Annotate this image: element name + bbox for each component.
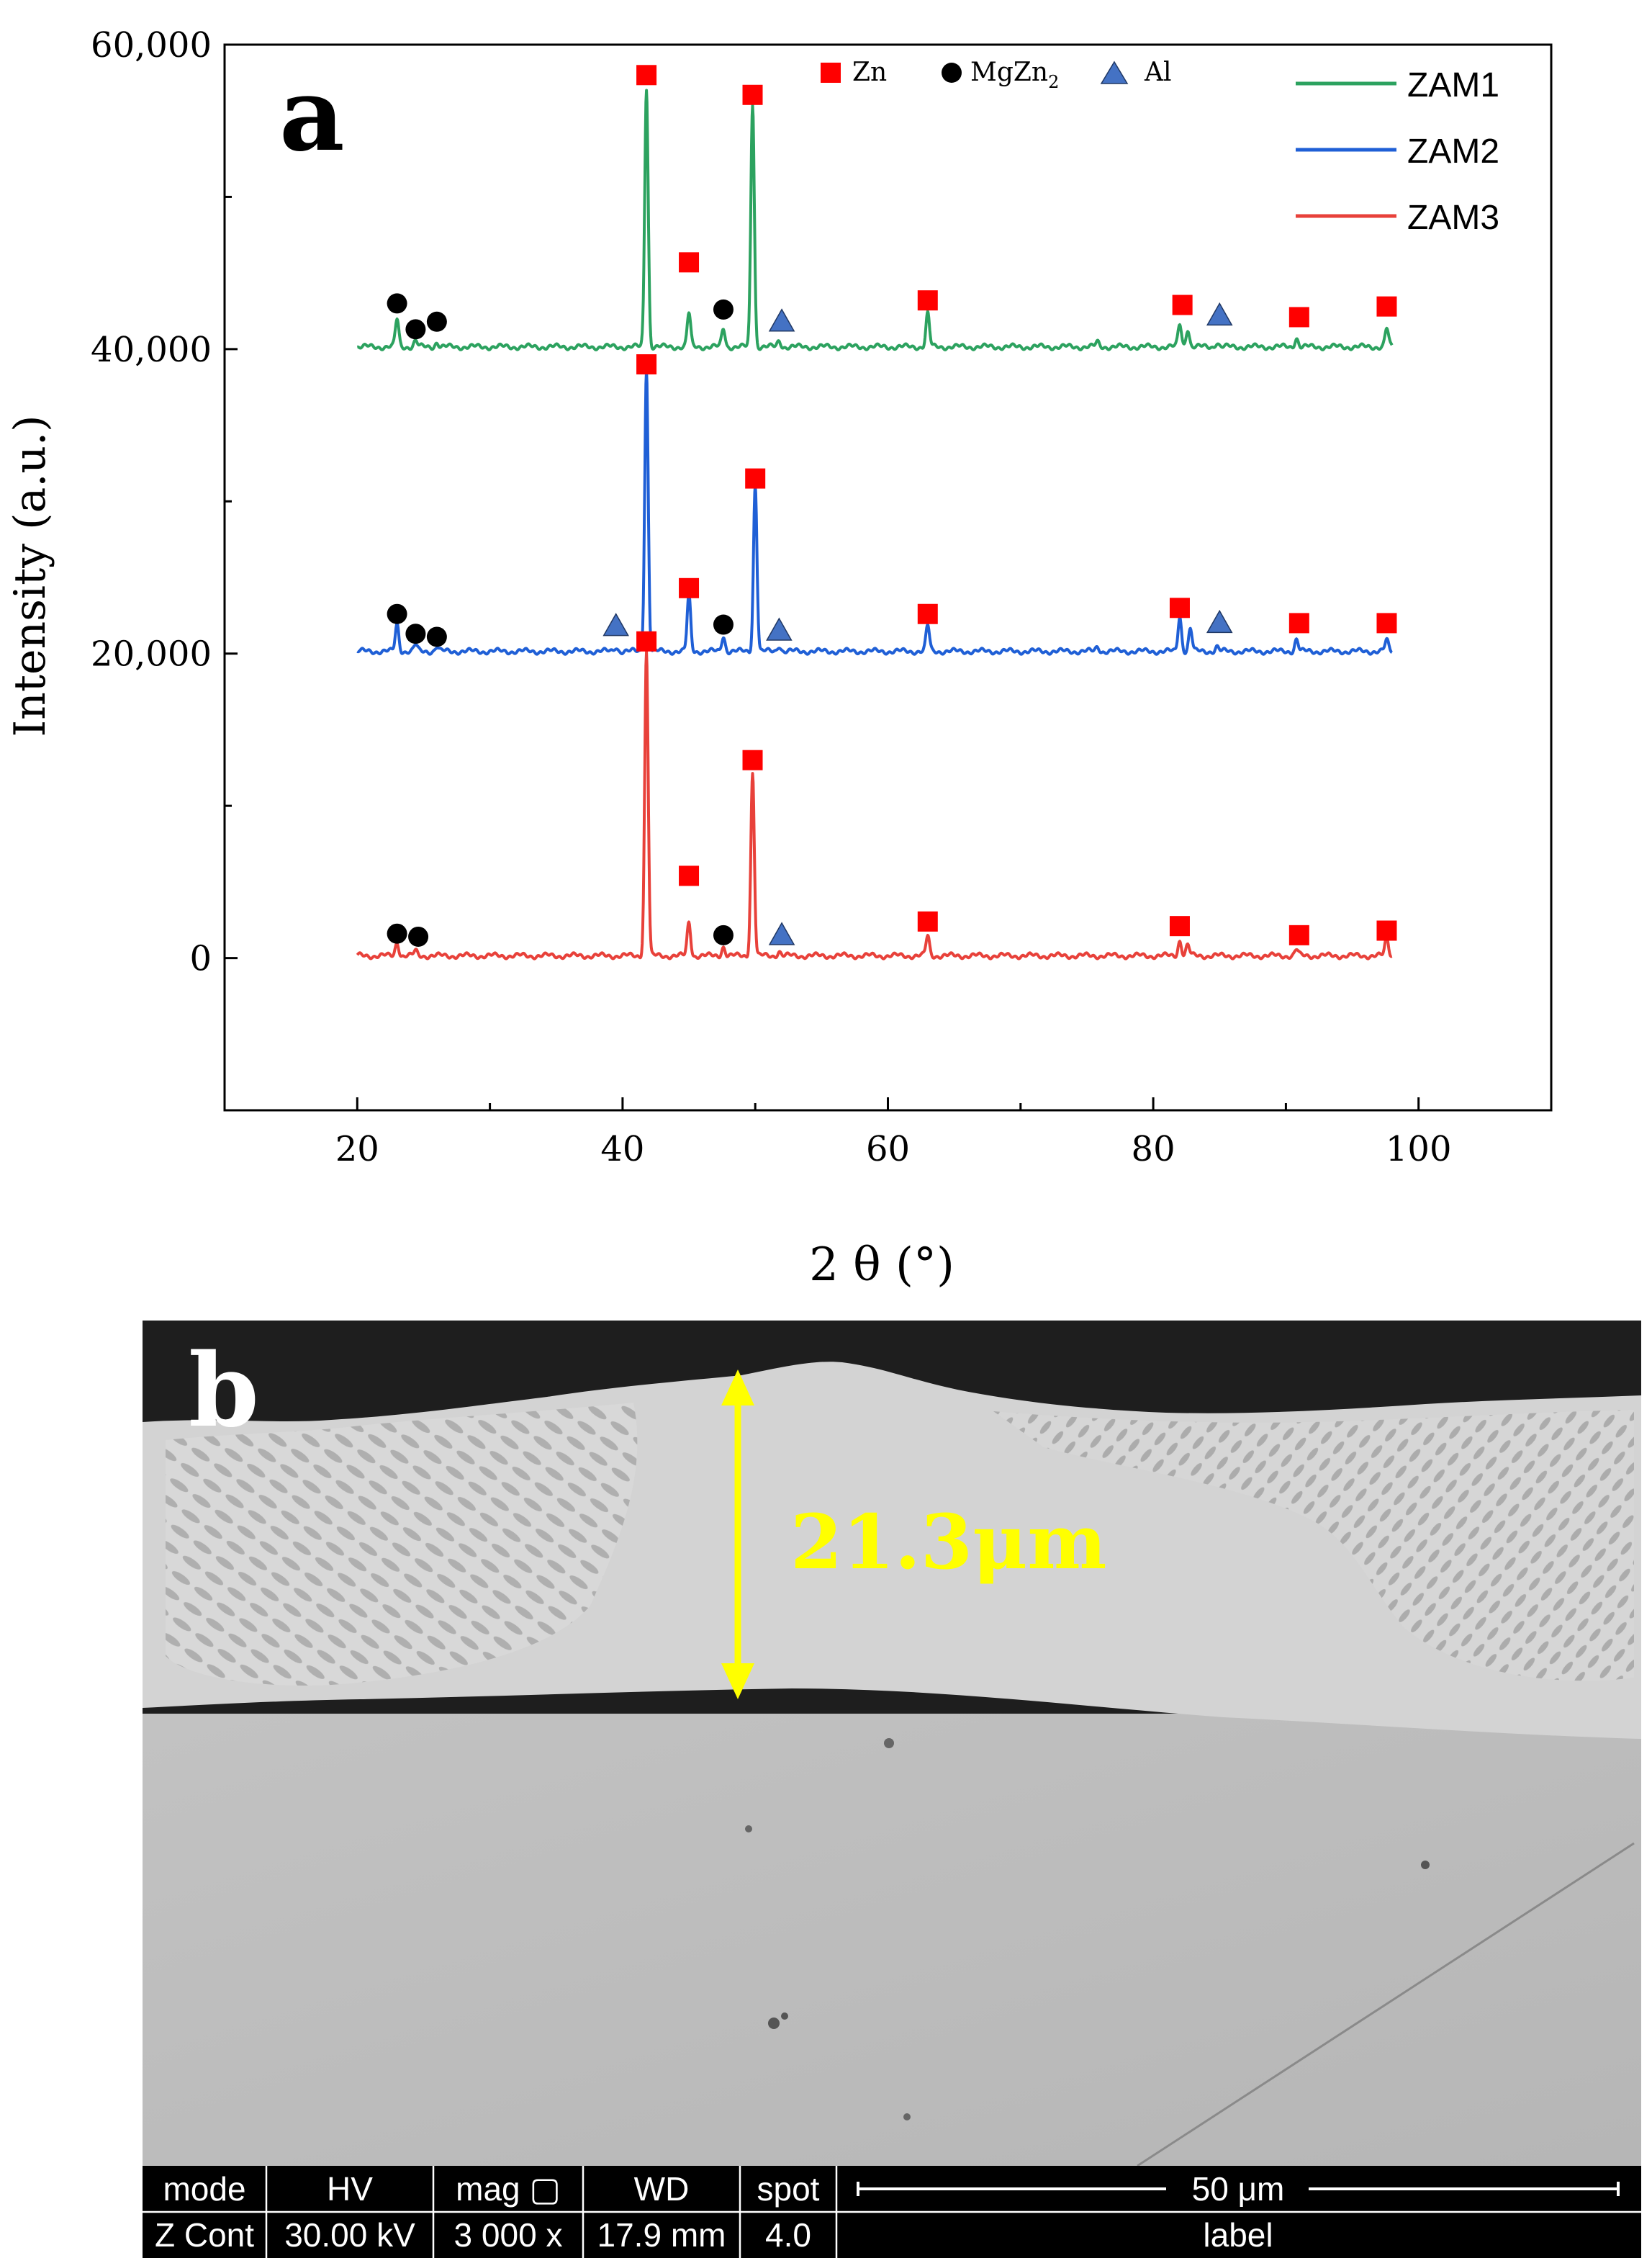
series-legend: ZAM1 ZAM2 ZAM3 <box>1296 66 1499 237</box>
zn-marker <box>742 750 763 770</box>
databar-value-hv: 30.00 kV <box>284 2216 415 2254</box>
series-line-zam2 <box>356 369 1394 656</box>
al-marker <box>768 308 795 332</box>
zn-marker <box>1288 307 1309 328</box>
sem-pit <box>745 1825 752 1832</box>
databar-header-spot: spot <box>757 2170 820 2208</box>
zn-marker <box>679 252 700 273</box>
legend-al-label: Al <box>1144 58 1172 87</box>
zn-marker <box>745 468 766 489</box>
al-marker <box>1206 609 1233 634</box>
databar-footer-label: label <box>1203 2216 1273 2254</box>
al-marker <box>602 613 629 637</box>
y-tick-label: 20,000 <box>91 634 212 675</box>
legend-al-triangle <box>1100 60 1129 84</box>
phase-marker-layer <box>387 65 1397 947</box>
xrd-chart: 0 20,000 40,000 60,000 20 40 60 80 100 a Intens… <box>5 25 1553 1292</box>
x-tick-label: 80 <box>1132 1129 1175 1169</box>
mgzn2-marker <box>387 603 407 624</box>
mgzn2-marker <box>408 926 429 947</box>
x-axis-title: 2 θ (°) <box>809 1238 954 1292</box>
zn-marker <box>1169 916 1190 937</box>
y-tick-label: 40,000 <box>91 330 212 370</box>
zn-marker <box>1376 613 1397 634</box>
sem-pit <box>781 2012 788 2020</box>
x-tick-label: 60 <box>866 1129 910 1169</box>
legend-zam3-label: ZAM3 <box>1407 199 1499 237</box>
y-tick-label: 60,000 <box>91 25 212 66</box>
databar-value-mode: Z Cont <box>155 2216 254 2254</box>
legend-mgzn2-circle <box>942 63 962 83</box>
mgzn2-marker <box>405 319 426 340</box>
zn-marker <box>636 65 657 86</box>
sem-eutectic-region-left <box>166 1403 638 1686</box>
mgzn2-marker <box>426 626 447 647</box>
zn-marker <box>679 865 700 886</box>
legend-zn-square <box>821 63 841 83</box>
mgzn2-marker <box>405 624 426 644</box>
al-marker <box>766 617 793 641</box>
sem-databar: mode HV mag ▢ WD spot Z Cont 30.00 kV 3 … <box>143 2166 1641 2258</box>
databar-header-wd: WD <box>634 2170 690 2208</box>
zn-marker <box>679 577 700 598</box>
y-tick-label: 0 <box>189 939 212 979</box>
sem-substrate <box>143 1714 1641 2166</box>
sem-pit <box>903 2113 911 2120</box>
databar-header-hv: HV <box>327 2170 373 2208</box>
mgzn2-marker <box>713 614 734 635</box>
sem-pit <box>884 1738 894 1748</box>
mgzn2-marker <box>387 293 407 314</box>
sem-eutectic-region-right <box>993 1410 1634 1681</box>
databar-value-spot: 4.0 <box>765 2216 811 2254</box>
zn-marker <box>917 290 938 311</box>
sem-background <box>143 1321 1641 2166</box>
zn-marker <box>636 631 657 652</box>
legend-zn-label: Zn <box>852 58 887 87</box>
sem-pit <box>768 2018 780 2029</box>
y-axis-title: Intensity (a.u.) <box>5 415 55 737</box>
zn-marker <box>1169 598 1190 619</box>
scale-bar-label: 50 μm <box>1192 2170 1285 2208</box>
mgzn2-marker <box>713 925 734 945</box>
databar-header-mag: mag ▢ <box>456 2170 561 2208</box>
databar-value-mag: 3 000 x <box>454 2216 563 2254</box>
zn-marker <box>1172 294 1193 315</box>
y-axis: 0 20,000 40,000 60,000 <box>91 25 238 1112</box>
series-line-zam3 <box>356 650 1394 961</box>
panel-b-label: b <box>189 1332 259 1450</box>
legend-mgzn2-label: MgZn2 <box>970 58 1059 92</box>
sem-pit <box>1421 1861 1430 1869</box>
panel-a-label: a <box>279 56 345 174</box>
al-marker <box>1206 302 1233 326</box>
plot-frame <box>223 43 1553 1112</box>
legend-zam1-label: ZAM1 <box>1407 66 1499 104</box>
x-tick-label: 40 <box>600 1129 644 1169</box>
sem-coating-layer <box>143 1362 1641 1739</box>
coating-thickness-label: 21.3μm <box>790 1498 1106 1586</box>
zn-marker <box>1376 920 1397 941</box>
mgzn2-marker <box>426 311 447 332</box>
databar-header-mode: mode <box>163 2170 245 2208</box>
series-line-zam1 <box>356 89 1394 351</box>
mgzn2-marker <box>387 923 407 944</box>
zn-marker <box>1376 296 1397 317</box>
marker-legend: Zn MgZn2 Al <box>821 58 1172 92</box>
databar-value-wd: 17.9 mm <box>597 2216 726 2254</box>
thickness-arrow <box>721 1369 754 1699</box>
zn-marker <box>742 84 763 105</box>
legend-zam2-label: ZAM2 <box>1407 132 1499 171</box>
zn-marker <box>636 354 657 374</box>
x-tick-label: 20 <box>335 1129 379 1169</box>
sem-scratch <box>1137 1842 1635 2167</box>
series-layer <box>356 89 1394 961</box>
scale-bar <box>857 2182 1620 2196</box>
zn-marker <box>917 911 938 932</box>
x-axis: 20 40 60 80 100 <box>335 1097 1452 1169</box>
zn-marker <box>1288 925 1309 945</box>
x-tick-label: 100 <box>1386 1129 1452 1169</box>
zn-marker <box>917 603 938 624</box>
mgzn2-marker <box>713 299 734 320</box>
al-marker <box>768 922 795 945</box>
zn-marker <box>1288 613 1309 634</box>
